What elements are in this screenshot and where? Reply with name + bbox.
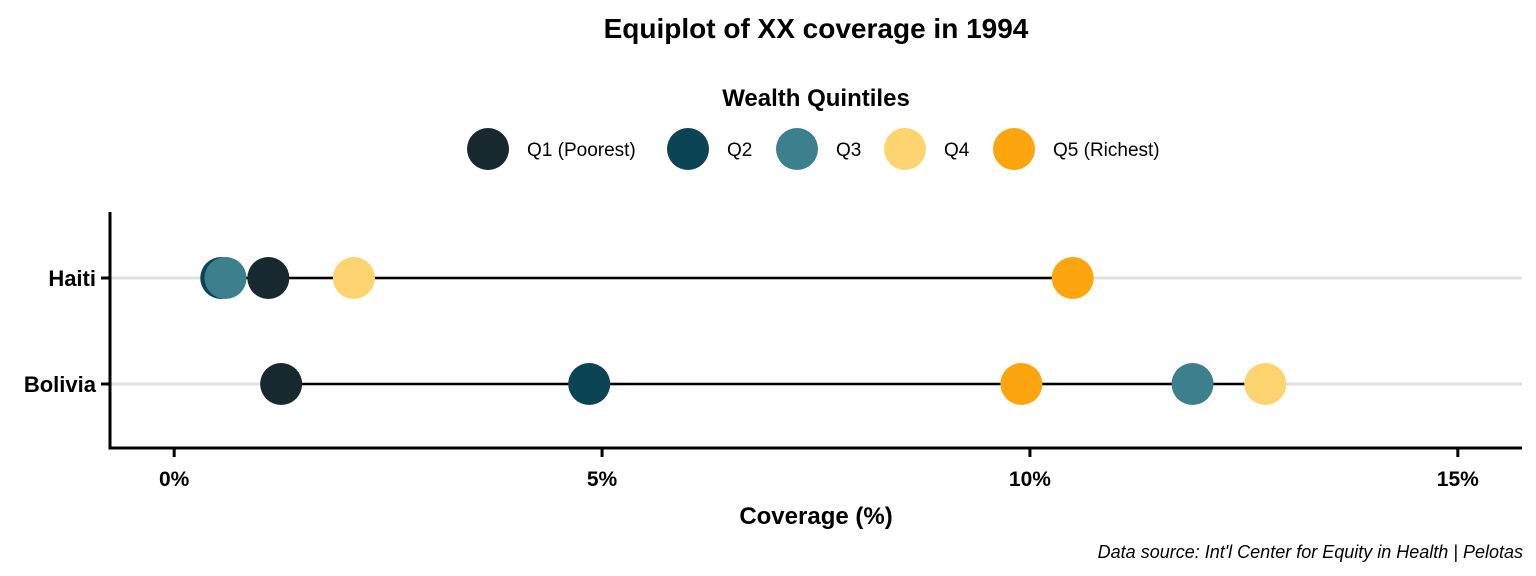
data-point xyxy=(568,363,611,405)
x-tick-label: 5% xyxy=(587,468,618,491)
legend-swatch xyxy=(467,128,509,170)
y-tick-label: Bolivia xyxy=(24,372,97,397)
x-axis-label: Coverage (%) xyxy=(739,503,892,530)
x-tick-label: 15% xyxy=(1437,468,1479,491)
x-tick-label: 0% xyxy=(159,468,190,491)
data-point xyxy=(247,257,290,299)
data-point xyxy=(260,363,303,405)
legend-label: Q2 xyxy=(727,140,752,161)
legend-label: Q1 (Poorest) xyxy=(527,140,636,161)
legend-swatch xyxy=(993,128,1035,170)
data-point xyxy=(1000,363,1043,405)
legend-label: Q5 (Richest) xyxy=(1053,140,1160,161)
data-point xyxy=(1171,363,1214,405)
legend-title: Wealth Quintiles xyxy=(722,85,910,112)
range-lines xyxy=(221,276,1266,386)
legend: Q1 (Poorest) Q2 Q3 Q4 Q5 (Richest) xyxy=(467,128,1160,170)
data-point xyxy=(1051,257,1094,299)
chart-title: Equiplot of XX coverage in 1994 xyxy=(604,13,1029,44)
legend-label: Q3 xyxy=(836,140,861,161)
legend-swatch xyxy=(667,128,709,170)
axes: Haiti Bolivia 0% 5% 10% 15% xyxy=(24,212,1522,491)
data-points xyxy=(200,257,1287,405)
legend-swatch xyxy=(884,128,926,170)
data-point xyxy=(1244,363,1287,405)
data-point xyxy=(204,257,247,299)
data-source-caption: Data source: Int'l Center for Equity in … xyxy=(1098,542,1523,562)
data-point xyxy=(332,257,375,299)
legend-label: Q4 xyxy=(944,140,970,161)
grid-lines xyxy=(110,276,1522,386)
y-tick-label: Haiti xyxy=(48,266,96,291)
legend-swatch xyxy=(776,128,818,170)
x-tick-label: 10% xyxy=(1009,468,1051,491)
